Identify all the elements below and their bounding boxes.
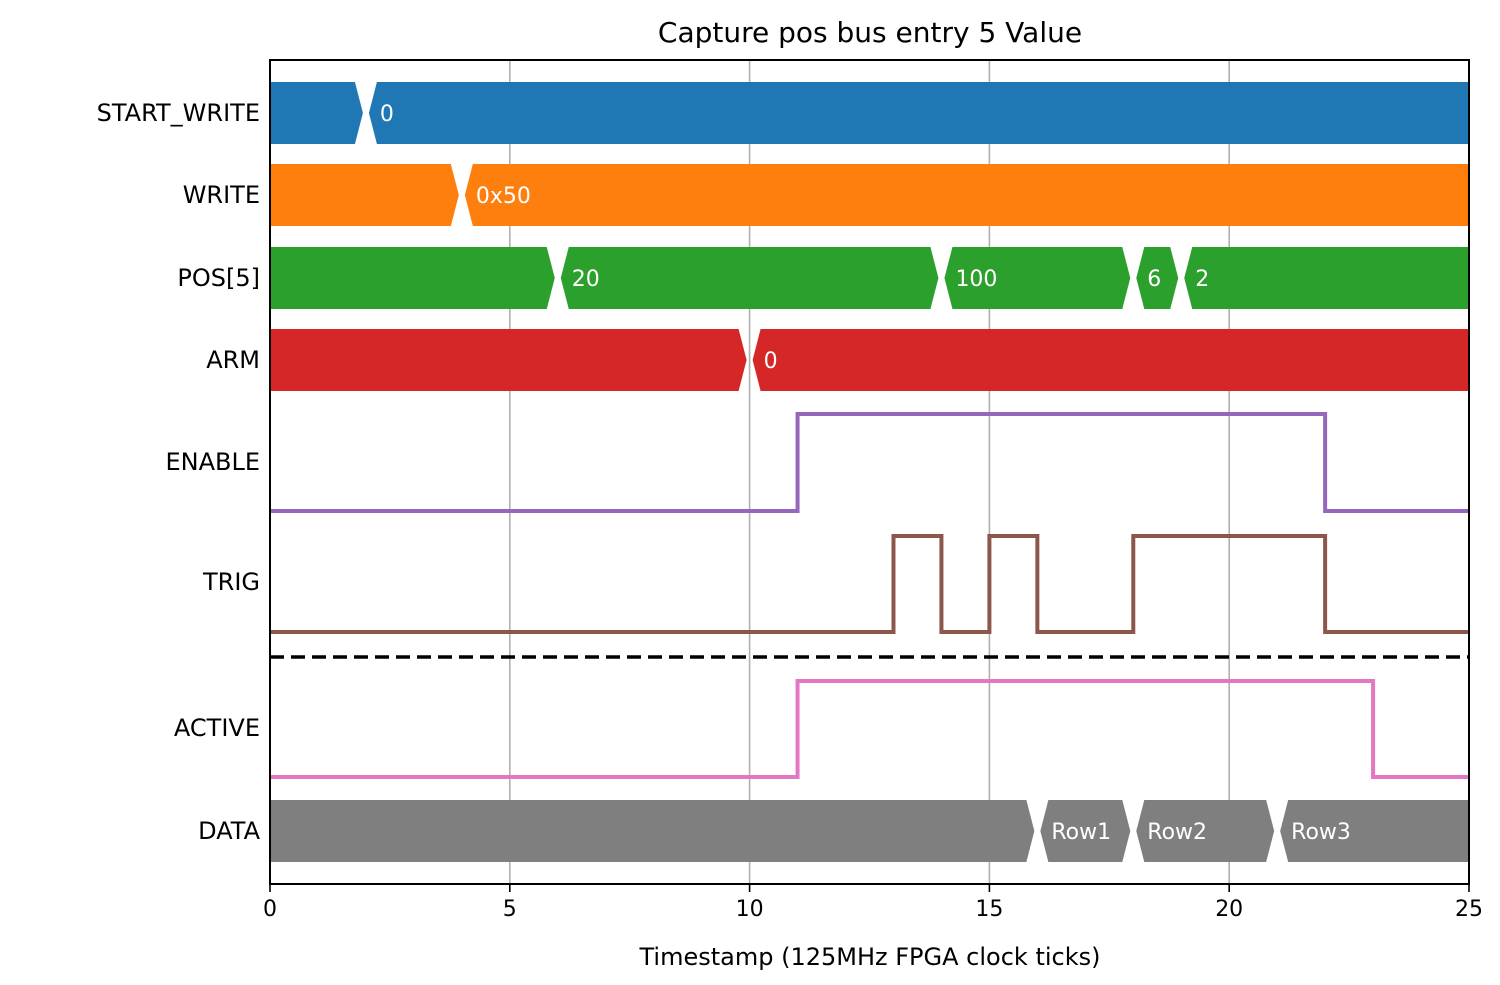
signal-label-pos-5: POS[5] — [177, 264, 260, 292]
signal-label-write: WRITE — [183, 181, 260, 209]
plot-frame — [269, 59, 1470, 885]
enable-waveform — [270, 412, 1469, 513]
data-value-3: Row3 — [1291, 820, 1351, 845]
arm-segment-1 — [752, 329, 1469, 391]
pos-5-segment-4 — [1184, 247, 1469, 309]
chart-title: Capture pos bus entry 5 Value — [658, 16, 1082, 49]
data-value-1: Row1 — [1051, 820, 1111, 845]
signal-label-trig: TRIG — [202, 568, 260, 596]
pos-5-value-3: 6 — [1147, 267, 1161, 292]
signal-labels: START_WRITE WRITE POS[5] ARM ENABLE TRIG ACTIV… — [97, 99, 261, 845]
pos-5-segment-3 — [1136, 247, 1179, 309]
start-write-segment-0 — [270, 82, 363, 144]
x-tick-label-10: 10 — [736, 897, 764, 922]
write-value-1: 0x50 — [476, 184, 531, 209]
arm-segment-0 — [270, 329, 747, 391]
x-tick-label-25: 25 — [1455, 897, 1483, 922]
x-tick-label-5: 5 — [503, 897, 517, 922]
pos-5-value-1: 20 — [572, 267, 600, 292]
pos-5-segment-0 — [270, 247, 555, 309]
pos-5-segment-1 — [560, 247, 939, 309]
data-segment-2 — [1136, 800, 1275, 862]
write-segment-1 — [464, 164, 1470, 226]
data-segment-1 — [1040, 800, 1131, 862]
arm-value-1: 0 — [764, 349, 778, 374]
signal-label-active: ACTIVE — [174, 714, 260, 742]
x-tick-label-0: 0 — [263, 897, 277, 922]
signal-label-data: DATA — [198, 817, 260, 845]
data-value-2: Row2 — [1147, 820, 1207, 845]
start-write-value-1: 0 — [380, 102, 394, 127]
data-segment-3 — [1280, 800, 1469, 862]
signal-label-arm: ARM — [206, 346, 260, 374]
pos-5-value-2: 100 — [955, 267, 997, 292]
x-tick-label-15: 15 — [975, 897, 1003, 922]
x-axis-title: Timestamp (125MHz FPGA clock ticks) — [639, 943, 1101, 971]
pos-5-segment-2 — [944, 247, 1131, 309]
pos-5-value-4: 2 — [1195, 267, 1209, 292]
write-segment-0 — [270, 164, 459, 226]
signal-label-enable: ENABLE — [165, 448, 260, 476]
x-tick-label-20: 20 — [1215, 897, 1243, 922]
trig-waveform — [270, 534, 1469, 634]
start-write-segment-1 — [368, 82, 1469, 144]
signal-label-start-write: START_WRITE — [97, 99, 260, 127]
data-segment-0 — [270, 800, 1035, 862]
active-waveform — [270, 679, 1469, 779]
x-axis-ticks: 0 5 10 15 20 25 — [263, 884, 1483, 922]
